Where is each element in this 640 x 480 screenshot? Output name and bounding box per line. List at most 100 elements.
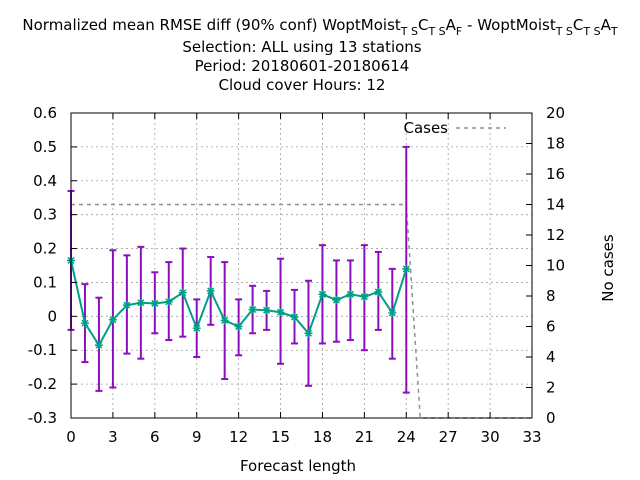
data-point-d2 [151,299,159,307]
data-point [94,341,103,350]
title-segment: Normalized mean RMSE diff (90% conf) Wop… [22,16,400,34]
y-tick-label: -0.3 [28,409,57,427]
data-point-d2 [304,329,313,337]
x-tick-label: 0 [66,428,76,446]
data-point-d2 [332,296,340,304]
data-point [332,296,341,305]
title-segment: C [573,16,583,34]
data-point [220,316,229,325]
y-tick-label: 0.6 [33,104,57,122]
title-subscript: T [610,25,618,38]
data-point-d2 [263,306,271,314]
y2-tick-label: 16 [546,165,565,183]
y-tick-label: 0.4 [33,172,57,190]
data-point-d2 [290,313,299,321]
x-tick-label: 24 [397,428,416,446]
y2-tick-label: 0 [546,409,556,427]
data-point [80,319,89,328]
y-tick-label: -0.2 [28,375,57,393]
data-point-d2 [249,306,257,314]
title-subscript: F [456,25,462,38]
data-point-d2 [402,265,410,273]
grid [71,113,532,418]
data-point-d2 [221,316,229,324]
y-tick-label: 0.3 [33,206,57,224]
cases-line [71,203,532,419]
data-point-d2 [235,322,243,331]
y-tick-label: -0.1 [28,341,57,359]
x-tick-label: 30 [481,428,500,446]
title-line-4: Cloud cover Hours: 12 [219,76,386,94]
x-tick-label: 33 [522,428,541,446]
y2-axis-label: No cases [599,234,617,302]
x-axis: 0 3 6 9 12 15 18 21 24 27 30 33 [66,113,542,446]
data-point [304,329,313,338]
data-point [234,322,243,331]
data-point-d2 [388,309,396,317]
y2-tick-label: 10 [546,257,565,275]
y-tick-label: 0.5 [33,138,57,156]
data-point-d2 [165,298,173,306]
y2-tick-label: 14 [546,196,565,214]
x-tick-label: 12 [229,428,248,446]
x-tick-label: 15 [271,428,290,446]
data-point-d2 [123,301,131,309]
title-subscript: T S [400,25,418,38]
title-segment: - WoptMoist [462,16,556,34]
data-point-d2 [179,289,187,297]
title-line-2: Selection: ALL using 13 stations [182,38,421,56]
title-segment: C [418,16,428,34]
data-point [262,306,271,315]
data-point-d2 [137,299,145,307]
y2-tick-label: 4 [546,348,556,366]
title-segment: A [601,16,612,34]
data-point [318,290,327,299]
error-bar [346,259,354,342]
legend-label-cases: Cases [403,119,448,137]
y2-tick-label: 20 [546,104,565,122]
data-point [374,287,383,296]
legend: Cases [403,119,506,137]
data-point [346,290,355,299]
cases-series [71,203,532,419]
y2-axis: 0 2 4 6 8 10 12 14 16 18 20 [526,104,565,427]
data-point-d2 [207,287,215,295]
title-line-3: Period: 20180601-20180614 [195,57,410,75]
y-tick-label: 0.1 [33,273,57,291]
x-tick-label: 21 [355,428,374,446]
main-series [67,256,411,350]
y2-tick-label: 18 [546,135,565,153]
data-point [150,299,159,308]
title-line-1: Normalized mean RMSE diff (90% conf) Wop… [22,16,617,38]
data-point-d2 [277,308,285,316]
x-tick-label: 9 [192,428,202,446]
data-point [122,301,131,310]
data-point [276,308,285,317]
y2-tick-label: 2 [546,379,556,397]
data-point [248,305,257,314]
data-point [206,286,215,295]
data-point [192,324,201,333]
data-point [402,264,411,273]
data-point-d2 [193,324,201,332]
y-tick-label: 0 [47,307,57,325]
title-subscript: T S [427,25,445,38]
data-point [136,298,145,307]
y2-tick-label: 12 [546,226,565,244]
data-point-d2 [318,290,326,298]
data-point [388,308,397,317]
x-tick-label: 3 [108,428,118,446]
data-point [178,288,187,297]
data-point [164,297,173,306]
y-axis: -0.3 -0.2 -0.1 0 0.1 0.2 0.3 0.4 0.5 0.6 [28,104,77,427]
data-point-d2 [95,341,103,349]
y2-tick-label: 6 [546,318,556,336]
y-tick-label: 0.2 [33,240,57,258]
data-point-d2 [109,316,117,324]
data-point-d2 [81,319,89,327]
data-point-d2 [374,288,382,296]
chart-title: Normalized mean RMSE diff (90% conf) Wop… [22,16,617,94]
data-point [108,315,117,324]
title-segment: A [446,16,457,34]
title-subscript: T S [582,25,600,38]
